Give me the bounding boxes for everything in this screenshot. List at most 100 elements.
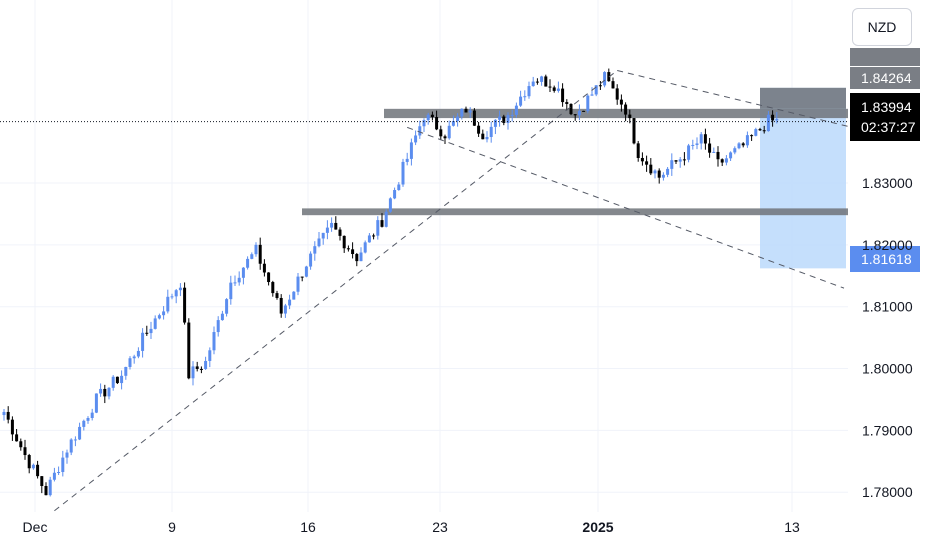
trendline-lower-descending[interactable] [407,126,845,289]
candle-body [300,276,304,278]
candle [292,291,296,300]
candle-body [178,287,182,291]
candle-body [729,152,733,159]
candle [460,108,464,120]
candle-body [321,232,325,239]
candles [2,68,779,497]
candle-body [464,108,468,113]
candle [279,294,283,318]
candle-body [262,263,266,273]
candle-body [632,118,636,144]
candle [36,460,40,479]
candle [78,422,82,441]
candle-body [103,388,107,397]
candle-body [687,145,691,160]
candle [712,147,716,154]
candle-body [120,375,124,384]
trendline-upper-descending[interactable] [617,70,878,135]
candle [750,134,754,141]
candle [636,140,640,162]
candle-body [65,452,69,458]
candle-body [771,114,775,121]
candle [716,146,720,167]
candle-body [603,72,607,86]
candle [666,167,670,178]
candle-body [397,184,401,191]
candle [99,383,103,397]
candle-body [615,88,619,100]
candle-body [628,114,632,119]
candle [745,131,749,148]
candle-body [535,81,539,83]
candle [678,157,682,168]
candle [229,275,233,305]
candle [187,318,191,380]
badge-current-text: 1.83994 [861,99,912,115]
x-tick-label: 23 [432,519,448,535]
candle [468,107,472,118]
candle [178,283,182,297]
candle [300,276,304,282]
candle [149,321,153,340]
candle [435,110,439,131]
candle [275,290,279,300]
candle [737,142,741,150]
candle [703,128,707,150]
candle [514,102,518,118]
candle-body [380,220,384,227]
candle-body [246,258,250,268]
candle [111,375,115,391]
candle [376,216,380,240]
candle [657,168,661,184]
zone-support [302,208,848,216]
candle [258,237,262,270]
candle [359,247,363,262]
candle [527,81,531,99]
candle [464,106,468,113]
candle [426,112,430,125]
x-axis[interactable]: Dec 9 16 23 2025 13 [23,519,800,535]
candle [535,78,539,85]
candle-body [565,102,569,104]
candle [220,310,224,321]
candle [670,153,674,176]
candle-body [573,114,577,116]
y-axis[interactable]: 1.78000 1.79000 1.80000 1.81000 1.82000 1.830… [862,175,913,500]
candle-body [485,136,489,140]
candle-body [430,114,434,118]
candle [19,438,23,451]
candle-body [288,299,292,306]
candle [195,361,199,372]
candle [254,242,258,257]
candle-body [372,235,376,237]
candle [233,275,237,286]
candle [321,232,325,245]
candle-body [640,157,644,162]
candle-body [183,287,187,323]
candle [519,90,523,107]
trendlines[interactable] [0,70,878,512]
candle-body [267,272,271,283]
candle-body [598,85,602,87]
candle [573,114,577,121]
candle [691,139,695,150]
candle [250,252,254,260]
candle-body [401,161,405,185]
candle-body [556,88,560,91]
trendline-rising-support[interactable] [54,70,618,512]
candle-body [61,457,65,473]
candle-body [422,120,426,127]
candle [351,242,355,259]
candle [540,75,544,86]
candle [418,120,422,139]
candle-body [376,220,380,236]
candle-body [325,227,329,233]
candle-body [86,417,90,421]
candle [103,384,107,404]
candle-body [170,296,174,298]
symbol-label[interactable]: NZD [852,8,912,46]
candle [86,416,90,424]
candle [708,137,712,158]
